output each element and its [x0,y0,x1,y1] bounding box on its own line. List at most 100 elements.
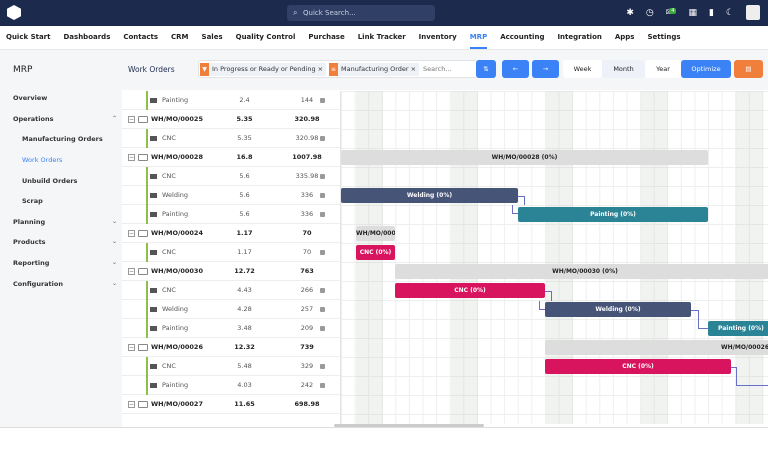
next-button[interactable]: → [532,60,559,78]
table-row[interactable]: CNC 4.43 266 [122,281,340,300]
gantt-bar-cnc[interactable]: CNC (0%) [356,245,395,260]
row-duration: 12.32 [234,343,255,351]
row-name: CNC [162,248,176,256]
gantt-bar-welding[interactable]: Welding (0%) [545,302,691,317]
row-name: Welding [162,305,189,313]
nav-quality-control[interactable]: Quality Control [235,33,296,41]
calendar-icon[interactable]: ▦ [688,7,697,18]
sidebar-item-operations[interactable]: Operations ⌃ [13,115,117,123]
search-input[interactable] [423,65,473,73]
table-row[interactable]: Welding 4.28 257 [122,300,340,319]
filter-chip-status[interactable]: ▼ In Progress or Ready or Pending × [200,63,327,76]
app-logo-icon[interactable] [7,5,21,20]
horizontal-scrollbar[interactable] [334,424,484,427]
chat-icon[interactable]: ✉4 [666,7,677,18]
month-button[interactable]: Month [602,60,645,78]
nav-dashboards[interactable]: Dashboards [63,33,111,41]
group-row[interactable]: − WH/MO/00025 5.35 320.98 [122,110,340,129]
bug-icon[interactable]: ✱ [626,7,634,18]
weekend-column [641,91,668,424]
gantt-bar-group[interactable]: WH/MO/00026 [545,340,768,355]
table-row[interactable]: Painting 2.4 144 [122,91,340,110]
table-row[interactable]: Painting 3.48 209 [122,319,340,338]
sidebar-item-scrap[interactable]: Scrap [22,197,126,205]
quick-search-input[interactable]: Quick Search... [287,5,435,21]
nav-quick-start[interactable]: Quick Start [6,33,51,41]
sidebar-item-reporting[interactable]: Reporting ⌄ [13,259,117,267]
gantt-bar-painting[interactable]: Painting (0%) [518,207,708,222]
table-row[interactable]: Welding 5.6 336 [122,186,340,205]
nav-contacts[interactable]: Contacts [123,33,159,41]
week-button[interactable]: Week [563,60,602,78]
group-row[interactable]: − WH/MO/00027 11.65 698.98 [122,395,340,414]
sidebar-item-manufacturing-orders[interactable]: Manufacturing Orders [22,135,126,143]
sidebar-item-products[interactable]: Products ⌄ [13,238,117,246]
avatar[interactable] [746,5,760,20]
gantt-bar-cnc[interactable]: CNC (0%) [395,283,545,298]
tree-line [146,205,148,224]
nav-integration[interactable]: Integration [557,33,602,41]
gantt-bar-group[interactable]: WH/MO/00028 (0%) [341,150,708,165]
row-cost: 257 [300,305,314,313]
prev-button[interactable]: ← [502,60,529,78]
main-nav: Quick Start Dashboards Contacts CRM Sales Qua… [0,26,768,50]
nav-mrp[interactable]: MRP [469,26,488,49]
gantt-bar-painting[interactable]: Painting (0%) [708,321,768,336]
row-cost: 242 [300,381,314,389]
row-cost: 739 [300,343,314,351]
row-duration: 5.35 [237,134,252,142]
nav-inventory[interactable]: Inventory [418,33,457,41]
nav-link-tracker[interactable]: Link Tracker [357,33,406,41]
nav-settings[interactable]: Settings [647,33,681,41]
gantt-bar-group[interactable]: WH/MO/00024 [356,226,395,241]
sidebar-item-planning[interactable]: Planning ⌄ [13,218,117,226]
row-cost: 70 [302,229,312,237]
groupby-chip[interactable]: ≡ Manufacturing Order × [329,63,420,76]
table-row[interactable]: CNC 5.48 329 [122,357,340,376]
sidebar-item-label: Reporting [13,259,50,267]
table-row[interactable]: CNC 5.35 320.98 [122,129,340,148]
row-duration: 16.8 [236,153,253,161]
gantt-bar-cnc[interactable]: CNC (0%) [545,359,731,374]
table-row[interactable]: CNC 1.17 70 [122,243,340,262]
sidebar-item-label: Overview [13,94,48,102]
collapse-icon[interactable]: − [128,401,135,408]
workcenter-icon [150,174,157,179]
group-row[interactable]: − WH/MO/00028 16.8 1007.98 [122,148,340,167]
collapse-icon[interactable]: − [128,230,135,237]
table-row[interactable]: Painting 5.6 336 [122,205,340,224]
groupby-label: Manufacturing Order [341,65,409,73]
group-row[interactable]: − WH/MO/00030 12.72 763 [122,262,340,281]
nav-accounting[interactable]: Accounting [500,33,545,41]
table-row[interactable]: Painting 4.03 242 [122,376,340,395]
nav-sales[interactable]: Sales [201,33,223,41]
nav-purchase[interactable]: Purchase [308,33,345,41]
dependency-link [512,213,518,214]
nav-apps[interactable]: Apps [614,33,635,41]
workcenter-icon [150,193,157,198]
row-duration: 11.65 [234,400,255,408]
group-row[interactable]: − WH/MO/00024 1.17 70 [122,224,340,243]
collapse-icon[interactable]: − [128,154,135,161]
export-button[interactable]: ▤ [734,60,763,78]
clock-icon[interactable]: ◷ [645,7,654,18]
year-button[interactable]: Year [645,60,681,78]
chevron-up-icon: ⌃ [111,115,117,122]
collapse-icon[interactable]: − [128,116,135,123]
sidebar-item-overview[interactable]: Overview [13,94,117,102]
group-row[interactable]: − WH/MO/00026 12.32 739 [122,338,340,357]
gantt-bar-group[interactable]: WH/MO/00030 (0%) [395,264,768,279]
collapse-icon[interactable]: − [128,344,135,351]
nav-crm[interactable]: CRM [171,33,189,41]
row-cost: 763 [300,267,314,275]
sidebar-item-work-orders[interactable]: Work Orders [22,156,126,164]
sidebar-item-configuration[interactable]: Configuration ⌄ [13,280,117,288]
table-row[interactable]: CNC 5.6 335.98 [122,167,340,186]
gantt-bar-welding[interactable]: Welding (0%) [341,188,518,203]
collapse-icon[interactable]: − [128,268,135,275]
dark-mode-icon[interactable]: ☾ [725,7,734,18]
optimize-button[interactable]: Optimize [681,60,731,78]
bookmark-icon[interactable]: ▮ [708,7,714,18]
filter-options-button[interactable]: ⇅ [476,60,496,78]
sidebar-item-unbuild-orders[interactable]: Unbuild Orders [22,177,126,185]
